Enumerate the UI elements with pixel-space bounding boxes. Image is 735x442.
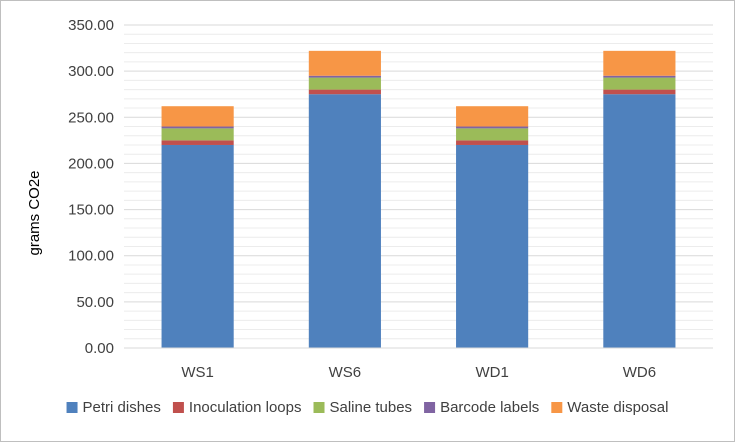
y-tick-label: 0.00 (85, 340, 114, 357)
bar-segment-barcode-labels (603, 75, 676, 78)
bar-segment-waste-disposal (308, 50, 381, 76)
bar-segment-inoculation-loops (603, 89, 676, 95)
bar-segment-petri-dishes (456, 144, 529, 348)
legend-label: Saline tubes (330, 399, 413, 416)
bar-segment-saline-tubes (308, 77, 381, 90)
legend-swatch (424, 402, 436, 413)
legend-swatch (66, 402, 78, 413)
legend-swatch (172, 402, 184, 413)
bar-segment-inoculation-loops (456, 140, 529, 145)
bar-segment-petri-dishes (308, 94, 381, 348)
x-tick-label: WD1 (475, 364, 508, 381)
bar-segment-saline-tubes (603, 77, 676, 90)
legend-label: Petri dishes (83, 399, 161, 416)
bar-segment-inoculation-loops (308, 89, 381, 95)
bar-segment-waste-disposal (456, 106, 529, 127)
bar-segment-petri-dishes (603, 94, 676, 348)
x-tick-labels: WS1 WS6 WD1 WD6 (181, 364, 656, 381)
bar-segment-inoculation-loops (161, 140, 234, 145)
legend: Petri dishes Inoculation loops Saline tube… (66, 399, 668, 416)
bar-segment-saline-tubes (456, 128, 529, 141)
y-tick-label: 300.00 (68, 63, 114, 80)
legend-label: Waste disposal (567, 399, 668, 416)
bar-segment-barcode-labels (456, 126, 529, 129)
bars (161, 50, 676, 348)
bar-segment-petri-dishes (161, 144, 234, 348)
y-tick-label: 150.00 (68, 202, 114, 219)
bar-segment-barcode-labels (308, 75, 381, 78)
y-tick-label: 350.00 (68, 17, 114, 34)
x-tick-label: WS1 (181, 364, 214, 381)
x-tick-label: WD6 (623, 364, 656, 381)
legend-label: Barcode labels (440, 399, 539, 416)
y-tick-label: 100.00 (68, 248, 114, 265)
bar-segment-waste-disposal (603, 50, 676, 76)
y-tick-label: 50.00 (76, 294, 114, 311)
legend-swatch (551, 402, 563, 413)
x-tick-label: WS6 (329, 364, 362, 381)
y-tick-labels: 0.00 50.00 100.00 150.00 200.00 250.00 300.00 3… (68, 17, 114, 357)
bar-segment-barcode-labels (161, 126, 234, 129)
y-axis-title: grams CO2e (26, 170, 43, 255)
legend-label: Inoculation loops (189, 399, 302, 416)
bar-segment-waste-disposal (161, 106, 234, 127)
y-tick-label: 200.00 (68, 155, 114, 172)
legend-swatch (313, 402, 325, 413)
y-tick-label: 250.00 (68, 109, 114, 126)
bar-segment-saline-tubes (161, 128, 234, 141)
